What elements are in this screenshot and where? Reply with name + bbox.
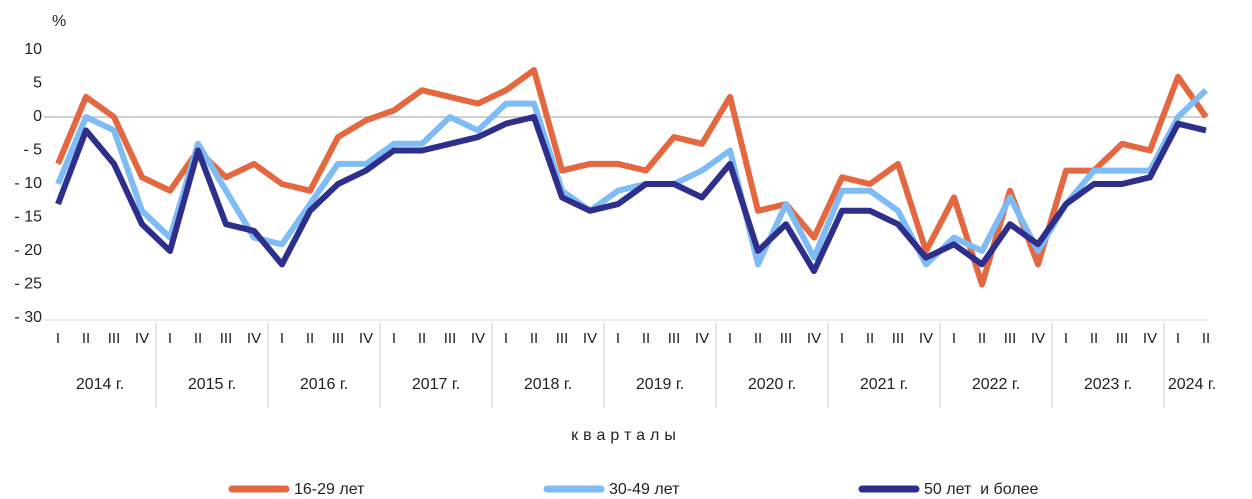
y-tick-label: - 10 bbox=[14, 175, 42, 192]
y-axis-label: % bbox=[52, 13, 66, 30]
x-tick-label: III bbox=[556, 330, 569, 347]
x-tick-label: I bbox=[280, 330, 284, 347]
x-tick-label: II bbox=[866, 330, 874, 347]
x-tick-label: I bbox=[952, 330, 956, 347]
year-label: 2017 г. bbox=[412, 376, 460, 393]
y-tick-label: 10 bbox=[24, 41, 42, 58]
x-tick-label: I bbox=[392, 330, 396, 347]
x-tick-label: IV bbox=[471, 330, 485, 347]
x-tick-label: I bbox=[616, 330, 620, 347]
x-tick-label: I bbox=[1176, 330, 1180, 347]
y-tick-label: - 20 bbox=[14, 242, 42, 259]
legend-label: 50 лет и более bbox=[924, 481, 1038, 498]
x-tick-label: III bbox=[444, 330, 457, 347]
year-label: 2015 г. bbox=[188, 376, 236, 393]
x-tick-label: II bbox=[754, 330, 762, 347]
x-tick-label: I bbox=[504, 330, 508, 347]
x-tick-label: IV bbox=[359, 330, 373, 347]
x-tick-label: IV bbox=[583, 330, 597, 347]
x-tick-label: IV bbox=[807, 330, 821, 347]
x-tick-label: IV bbox=[1143, 330, 1157, 347]
y-tick-label: - 30 bbox=[14, 309, 42, 326]
x-tick-label: III bbox=[668, 330, 681, 347]
x-tick-label: II bbox=[978, 330, 986, 347]
y-tick-label: - 15 bbox=[14, 209, 42, 226]
x-tick-label: II bbox=[306, 330, 314, 347]
year-label: 2020 г. bbox=[748, 376, 796, 393]
x-tick-label: IV bbox=[695, 330, 709, 347]
x-tick-label: IV bbox=[919, 330, 933, 347]
x-tick-label: III bbox=[780, 330, 793, 347]
series-line bbox=[55, 67, 1209, 288]
x-tick-label: II bbox=[418, 330, 426, 347]
year-label: 2023 г. bbox=[1084, 376, 1132, 393]
legend-label: 30-49 лет bbox=[609, 481, 680, 498]
year-label: 2021 г. bbox=[860, 376, 908, 393]
year-label: 2018 г. bbox=[524, 376, 572, 393]
legend-label: 16-29 лет bbox=[294, 481, 365, 498]
x-tick-label: II bbox=[1202, 330, 1210, 347]
x-tick-label: II bbox=[530, 330, 538, 347]
x-tick-label: II bbox=[194, 330, 202, 347]
x-tick-label: III bbox=[1116, 330, 1129, 347]
x-tick-label: I bbox=[168, 330, 172, 347]
x-tick-label: III bbox=[220, 330, 233, 347]
x-tick-label: I bbox=[840, 330, 844, 347]
year-label: 2014 г. bbox=[76, 376, 124, 393]
x-tick-label: IV bbox=[247, 330, 261, 347]
series-line bbox=[55, 114, 1207, 275]
year-label: 2024 г. bbox=[1168, 376, 1216, 393]
x-tick-label: III bbox=[892, 330, 905, 347]
x-axis-label: кварталы bbox=[571, 427, 681, 444]
year-label: 2016 г. bbox=[300, 376, 348, 393]
x-tick-label: III bbox=[108, 330, 121, 347]
x-tick-label: IV bbox=[135, 330, 149, 347]
x-tick-label: III bbox=[1004, 330, 1017, 347]
x-tick-label: II bbox=[82, 330, 90, 347]
y-tick-label: 0 bbox=[33, 108, 42, 125]
x-tick-label: I bbox=[1064, 330, 1068, 347]
x-tick-label: III bbox=[332, 330, 345, 347]
x-tick-label: II bbox=[642, 330, 650, 347]
y-tick-label: - 25 bbox=[14, 276, 42, 293]
x-tick-label: I bbox=[728, 330, 732, 347]
year-label: 2022 г. bbox=[972, 376, 1020, 393]
year-label: 2019 г. bbox=[636, 376, 684, 393]
y-tick-label: 5 bbox=[33, 75, 42, 92]
x-tick-label: II bbox=[1090, 330, 1098, 347]
x-tick-label: I bbox=[56, 330, 60, 347]
x-tick-label: IV bbox=[1031, 330, 1045, 347]
y-tick-label: - 5 bbox=[23, 142, 42, 159]
